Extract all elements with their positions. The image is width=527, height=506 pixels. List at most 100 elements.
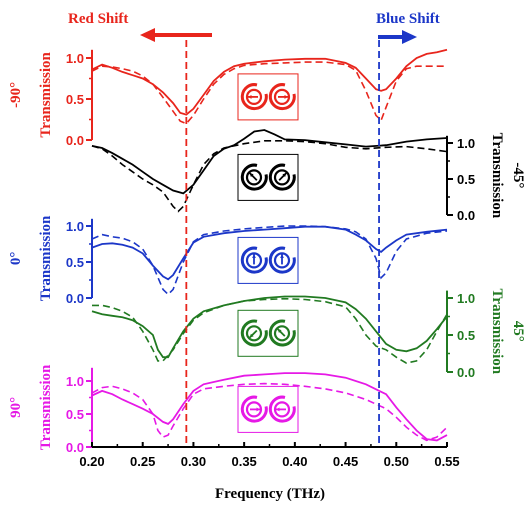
split-ring-outer (240, 163, 268, 191)
series-dashed-line (91, 61, 447, 125)
series-solid-line (91, 129, 448, 195)
y-axis-label: Transmission (38, 215, 54, 301)
y-tick-label: 0.5 (66, 407, 84, 422)
y-label-group: Transmission (38, 51, 54, 137)
y-tick-label: 0.5 (66, 92, 84, 107)
arrowhead-icon (277, 329, 282, 333)
y-label-group: Transmission (38, 215, 54, 301)
y-axis-label: Transmission (38, 51, 54, 137)
angle-label-group: -45° (510, 162, 526, 188)
arrowhead-icon (248, 94, 252, 99)
y-tick-label: 0.5 (66, 255, 84, 270)
y-tick-label: 0.0 (66, 291, 84, 306)
angle-label: 45° (510, 321, 526, 342)
arrowhead-icon (249, 173, 254, 177)
split-ring-outer (268, 319, 296, 347)
y-tick-label: 0.5 (457, 172, 475, 187)
blue-shift-arrowhead (402, 30, 417, 44)
arrowhead-icon (249, 333, 254, 338)
split-ring-inner (245, 325, 263, 342)
series-solid-line (91, 225, 448, 281)
series-solid-line (91, 295, 448, 359)
red-shift-arrowhead (140, 28, 155, 42)
split-ring-inner (273, 88, 291, 106)
angle-label: 0° (8, 252, 24, 266)
split-ring-inner (245, 169, 263, 186)
y-label-group: Transmission (489, 133, 505, 219)
unit-cell-icon (237, 236, 299, 284)
angle-label-group: 45° (510, 321, 526, 342)
x-axis-label: Frequency (THz) (215, 486, 325, 502)
x-tick-label: 0.30 (181, 454, 206, 469)
arrowhead-icon (284, 94, 288, 99)
split-ring-outer (240, 395, 268, 423)
series-dashed-line (91, 140, 448, 213)
series-solid-line (91, 48, 448, 116)
y-tick-label: 0.5 (457, 328, 475, 343)
y-tick-label: 1.0 (66, 374, 84, 389)
split-ring-inner (273, 252, 291, 269)
y-tick-label: 1.0 (66, 51, 84, 66)
split-ring-outer (240, 246, 268, 274)
unit-cell-icon (237, 153, 299, 201)
y-axis-label: Transmission (489, 289, 505, 375)
series-dashed-line (91, 382, 448, 442)
split-ring-outer (240, 83, 268, 111)
y-axis-label: Transmission (489, 133, 505, 219)
x-tick-label: 0.55 (434, 454, 459, 469)
panel-3: 0.0 0.5 1.0 Transmission 45° (91, 289, 526, 380)
series-solid-line (91, 372, 448, 442)
split-ring-outer (268, 163, 296, 191)
unit-cell-icon (237, 385, 299, 433)
arrowhead-icon (256, 407, 260, 412)
split-ring-inner (273, 401, 291, 418)
y-tick-label: 0.0 (66, 133, 84, 148)
arrowhead-icon (280, 254, 284, 258)
header-annotations: Red Shift Blue Shift (68, 11, 440, 44)
x-tick-label: 0.45 (333, 454, 358, 469)
angle-label-group: -90° (8, 82, 24, 108)
split-ring-outer (268, 246, 296, 274)
y-tick-label: 1.0 (66, 219, 84, 234)
split-ring-inner (273, 325, 291, 342)
angle-label: -45° (510, 162, 526, 188)
stacked-panels: 0.0 0.5 1.0 Transmission -90° 0.0 0.5 1.0 Transm… (8, 48, 526, 455)
angle-label: -90° (8, 82, 24, 108)
frequency-axis: 0.20 0.25 0.30 0.35 0.40 0.45 0.50 0.55 (79, 442, 460, 469)
arrowhead-icon (276, 407, 280, 412)
arrowhead-icon (252, 254, 256, 258)
y-label-group: Transmission (489, 289, 505, 375)
split-ring-inner (245, 88, 263, 106)
panel-2: 0.0 0.5 1.0 Transmission 0° (8, 215, 448, 306)
x-tick-label: 0.40 (282, 454, 307, 469)
y-tick-label: 1.0 (457, 291, 475, 306)
y-tick-label: 0.0 (66, 440, 84, 455)
y-axis-label: Transmission (38, 364, 54, 450)
red-shift-label: Red Shift (68, 11, 128, 27)
series-dashed-line (91, 225, 448, 296)
blue-shift-label: Blue Shift (376, 11, 440, 27)
panel-0: 0.0 0.5 1.0 Transmission -90° (8, 48, 448, 148)
angle-label-group: 90° (8, 397, 24, 418)
split-ring-outer (240, 319, 268, 347)
x-tick-label: 0.35 (231, 454, 256, 469)
split-ring-outer (268, 395, 296, 423)
angle-label: 90° (8, 397, 24, 418)
x-tick-label: 0.25 (130, 454, 155, 469)
y-tick-label: 1.0 (457, 136, 475, 151)
panel-4: 0.0 0.5 1.0 Transmission 90° (8, 364, 448, 455)
reference-lines (185, 40, 380, 447)
arrowhead-icon (282, 173, 287, 177)
unit-cell-icon (237, 309, 299, 357)
split-ring-inner (273, 169, 291, 186)
split-ring-outer (268, 83, 296, 111)
y-tick-label: 0.0 (457, 208, 475, 223)
x-tick-label: 0.50 (384, 454, 409, 469)
panel-1: 0.0 0.5 1.0 Transmission -45° (91, 129, 526, 223)
split-ring-inner (245, 401, 263, 418)
split-ring-inner (245, 252, 263, 269)
x-tick-label: 0.20 (79, 454, 104, 469)
y-tick-label: 0.0 (457, 365, 475, 380)
unit-cell-icon (237, 73, 299, 121)
